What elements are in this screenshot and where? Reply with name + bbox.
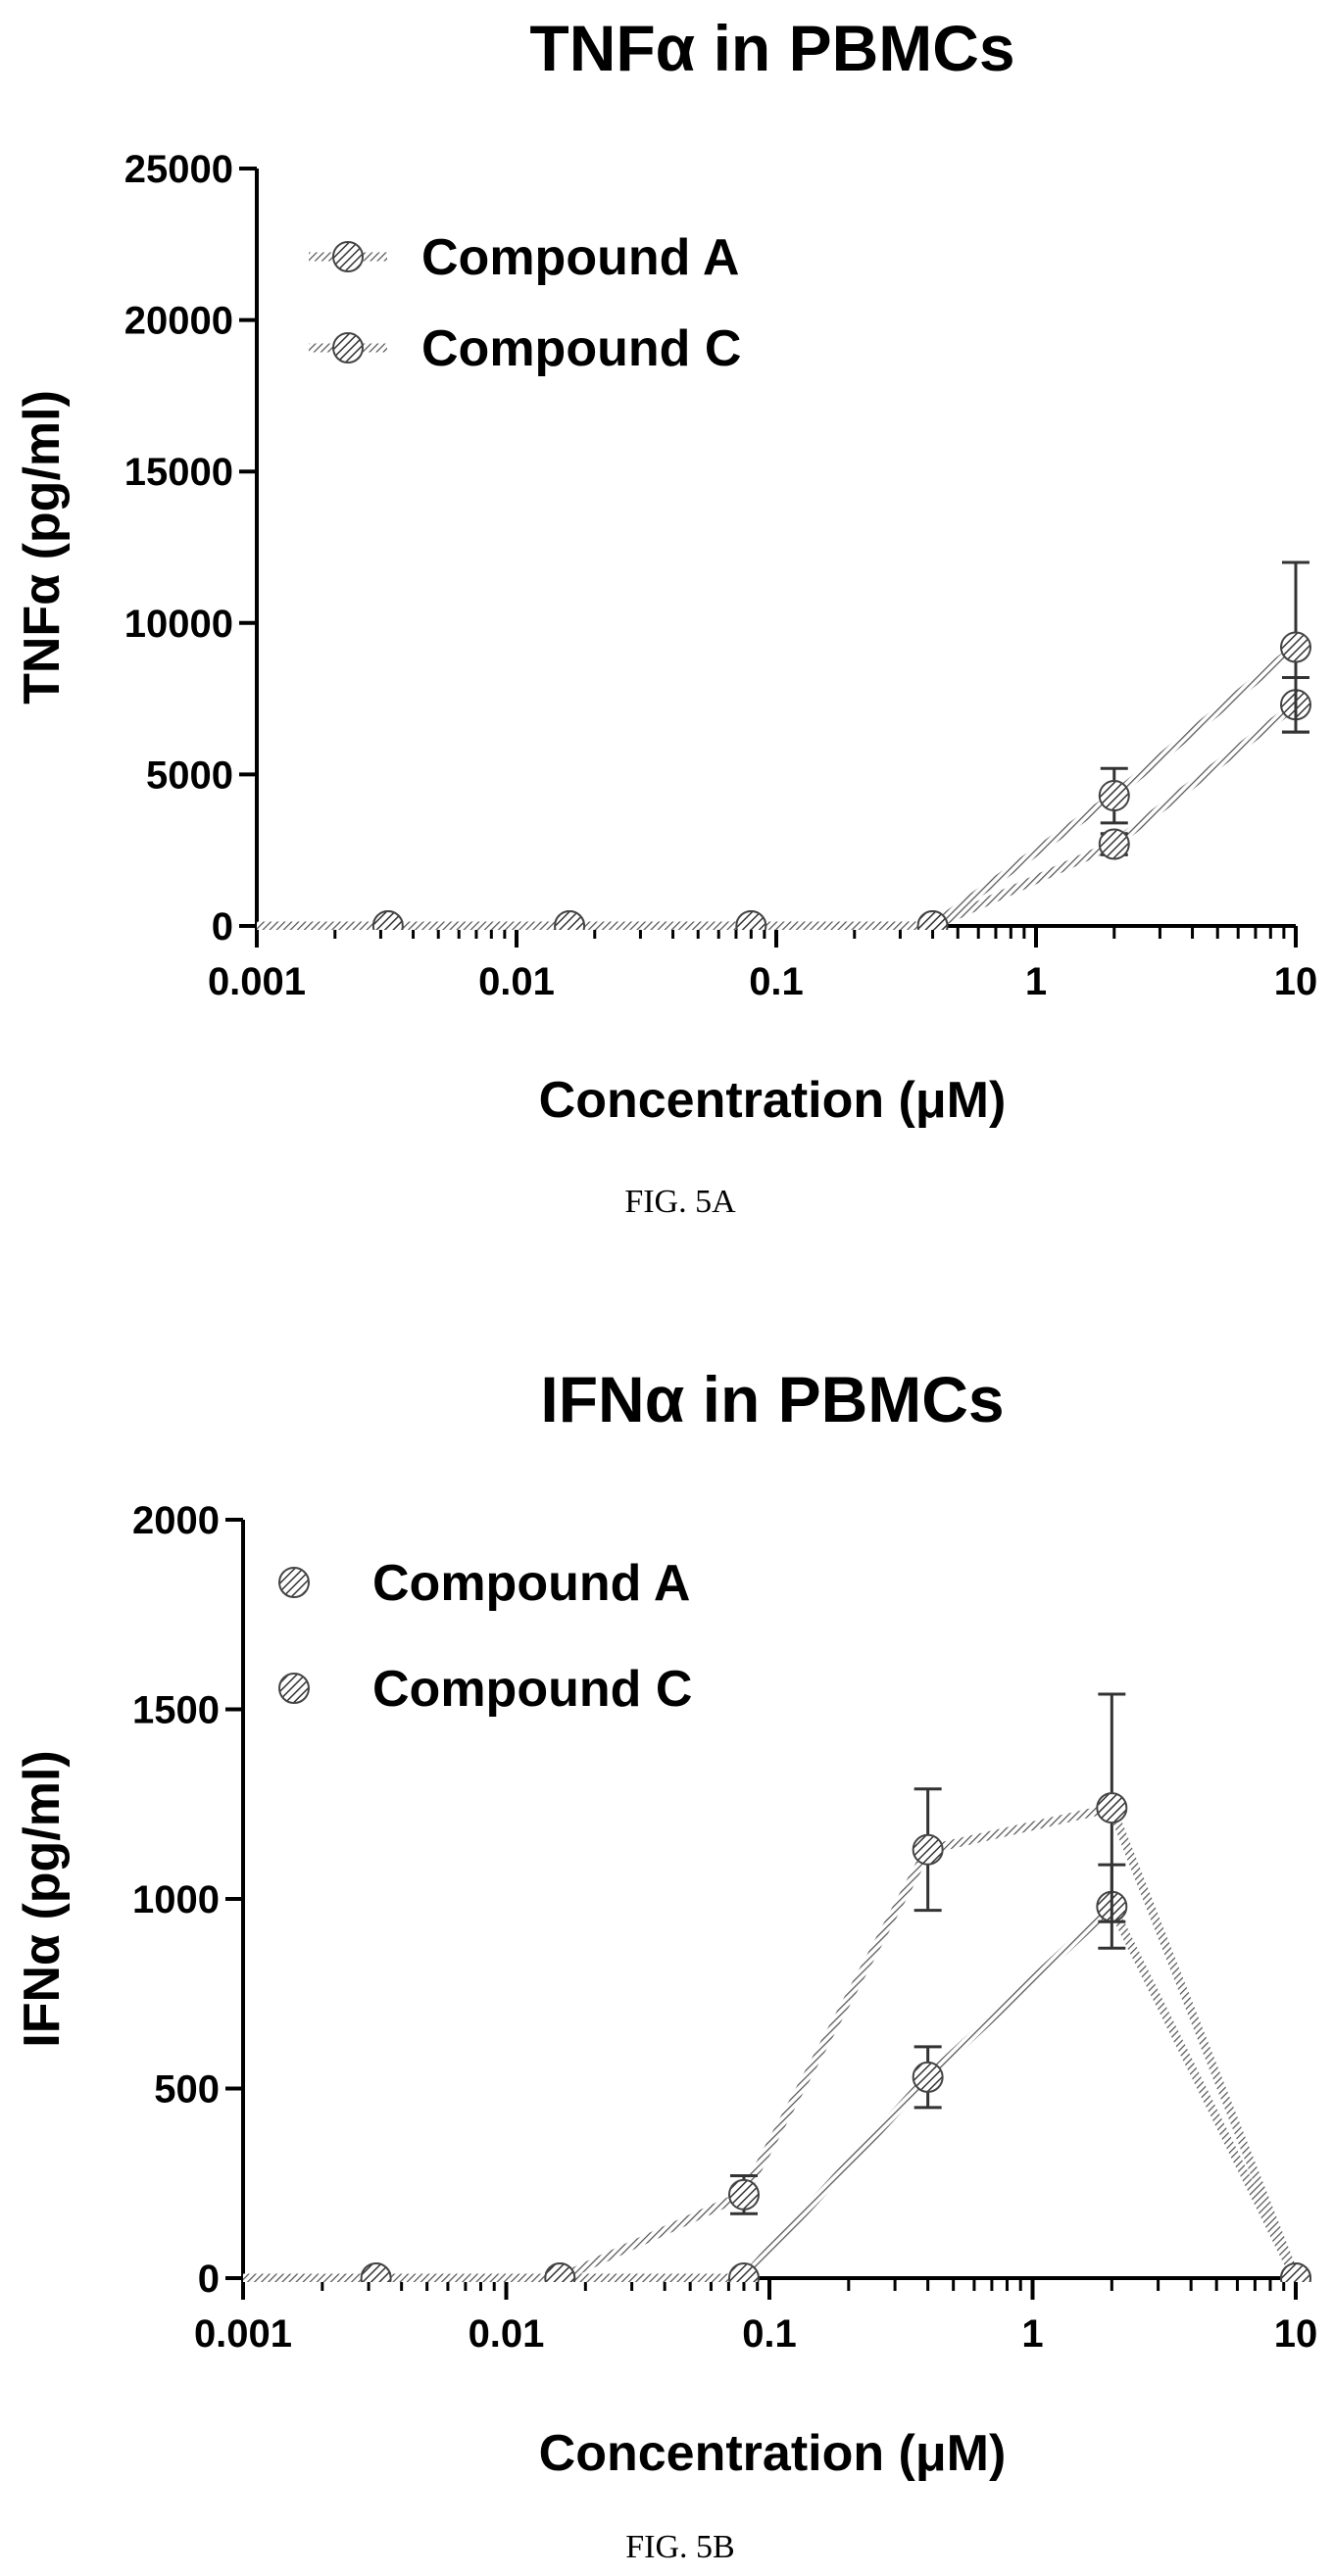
legend-marker bbox=[332, 332, 364, 364]
data-point bbox=[0, 2263, 25, 2293]
series-compound-c bbox=[0, 1692, 1311, 2293]
data-point bbox=[1280, 631, 1311, 663]
x-tick-label: 1 bbox=[1021, 2312, 1043, 2356]
chart-title: IFNα in PBMCs bbox=[540, 1363, 1004, 1435]
data-point bbox=[735, 910, 767, 930]
chart-title: TNFα in PBMCs bbox=[529, 12, 1014, 84]
data-point bbox=[1098, 828, 1130, 860]
figure-caption: FIG. 5B bbox=[625, 2529, 734, 2565]
data-point bbox=[554, 910, 586, 930]
series-compound-c bbox=[12, 560, 1311, 941]
legend-label: Compound A bbox=[372, 1555, 690, 1612]
data-point bbox=[12, 911, 41, 941]
x-tick-label: 1 bbox=[1025, 960, 1047, 1003]
data-point bbox=[912, 2061, 944, 2093]
x-tick-label: 0.1 bbox=[749, 960, 804, 1003]
figure-caption: FIG. 5A bbox=[624, 1184, 736, 1220]
y-tick-label: 500 bbox=[154, 2068, 220, 2112]
y-tick-label: 10000 bbox=[124, 603, 233, 646]
data-point bbox=[727, 2178, 760, 2211]
data-point bbox=[727, 2262, 760, 2282]
x-tick-label: 10 bbox=[1274, 2312, 1318, 2356]
data-point bbox=[371, 910, 404, 930]
legend-label: Compound C bbox=[372, 1661, 692, 1718]
y-axis-label: IFNα (pg/ml) bbox=[14, 1750, 71, 2047]
y-tick-label: 0 bbox=[198, 2258, 220, 2301]
x-tick-label: 0.1 bbox=[742, 2312, 797, 2356]
y-tick-label: 5000 bbox=[146, 753, 233, 797]
legend-marker bbox=[332, 241, 364, 272]
y-tick-label: 2000 bbox=[132, 1499, 220, 1542]
x-axis-label: Concentration (μM) bbox=[539, 2425, 1007, 2482]
data-point bbox=[360, 2262, 392, 2282]
data-point bbox=[1096, 1792, 1128, 1824]
y-axis-label: TNFα (pg/ml) bbox=[14, 390, 71, 705]
data-point bbox=[544, 2262, 576, 2282]
chart-fig-5b: IFNα in PBMCs 0 500 1000 1500 2000 0.001 0.01 0.… bbox=[0, 1363, 1318, 2565]
data-point bbox=[1280, 2262, 1311, 2282]
data-point bbox=[12, 911, 41, 941]
data-point bbox=[916, 910, 949, 930]
x-tick-label: 0.01 bbox=[478, 960, 555, 1003]
x-axis-label: Concentration (μM) bbox=[539, 1072, 1007, 1129]
y-tick-label: 15000 bbox=[124, 451, 233, 494]
legend-label: Compound C bbox=[421, 320, 741, 377]
x-tick-label: 10 bbox=[1274, 960, 1318, 1003]
x-tick-label: 0.001 bbox=[194, 2312, 292, 2356]
data-point bbox=[912, 1833, 944, 1866]
y-tick-label: 25000 bbox=[124, 148, 233, 191]
series-line bbox=[257, 701, 1299, 930]
legend-marker bbox=[278, 1567, 310, 1598]
y-tick-label: 20000 bbox=[124, 300, 233, 343]
y-tick-label: 1000 bbox=[132, 1878, 220, 1921]
data-point bbox=[1098, 780, 1130, 812]
x-tick-label: 0.01 bbox=[469, 2312, 545, 2356]
x-tick-label: 0.001 bbox=[208, 960, 306, 1003]
legend-marker bbox=[278, 1673, 310, 1704]
y-tick-label: 0 bbox=[212, 905, 233, 948]
legend-label: Compound A bbox=[421, 229, 739, 286]
y-tick-label: 1500 bbox=[132, 1689, 220, 1732]
chart-fig-5a: TNFα in PBMCs 0 5000 10000 15000 20000 25000 0.… bbox=[12, 12, 1318, 1220]
data-point bbox=[0, 2263, 25, 2293]
